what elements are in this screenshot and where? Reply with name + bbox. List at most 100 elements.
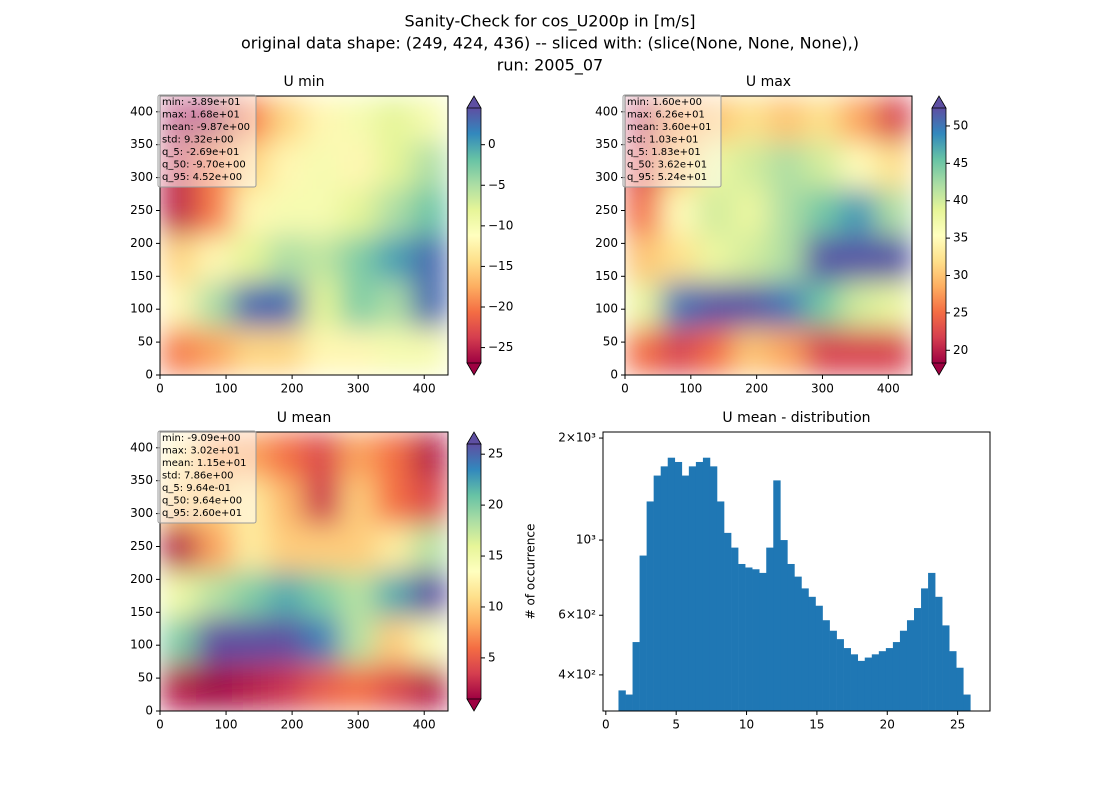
heatmap-cells [160,96,448,375]
bar [892,642,901,711]
heatmap-cell [412,328,448,375]
heatmap-cell [232,189,269,236]
y-tick-label: 400 [130,440,153,454]
heatmap-cell [268,235,305,283]
heatmap-cell [376,96,413,143]
bar [794,576,802,711]
x-tick-label: 20 [880,718,895,732]
heatmap-cell [696,282,734,329]
heatmap-cell [768,142,805,190]
stats-line: q_5: 9.64e-01 [162,483,231,494]
heatmap-cell [768,328,805,375]
y-tick-label: 2×10³ [558,431,596,445]
heatmap-cell [340,328,377,375]
heatmap-cell [840,189,877,236]
stats-line: min: -9.09e+00 [162,433,241,444]
bar [681,475,690,711]
y-tick-label: 6×10² [558,608,596,622]
bar [885,648,894,711]
stats-line: q_5: 1.83e+01 [627,147,701,158]
y-tick-label: 50 [138,335,153,349]
bar [618,690,626,711]
bar [702,457,711,711]
y-tick-label: 50 [138,671,153,685]
heatmap-cell [412,189,448,236]
bar [667,457,676,711]
bar [688,466,697,711]
heatmap-cell [268,96,305,143]
y-tick-label: 350 [595,137,618,151]
heatmap-cell [660,189,698,236]
heatmap-cell [160,235,197,283]
stats-line: min: 1.60e+00 [627,97,702,108]
bar [752,569,760,711]
heatmap-cell [412,478,448,526]
heatmap-cell [412,142,448,190]
y-axis-label: # of occurrence [524,524,538,620]
bar [899,630,908,711]
stats-line: max: 6.26e+01 [627,110,705,121]
heatmap-cell [876,142,912,190]
colorbar-tick-label: −5 [488,178,506,192]
heatmap-cell [412,525,448,572]
heatmap-cell [268,328,305,375]
colorbar-tick-label: 20 [953,343,968,357]
heatmap-cell [840,328,877,375]
suptitle: Sanity-Check for cos_U200p in [m/s] [404,12,695,32]
heatmap-cell [876,282,912,329]
heatmap-cell [268,282,305,329]
heatmap-cell [268,478,305,526]
bar [646,501,654,711]
heatmap-cell [304,328,341,375]
heatmap-cell [876,189,912,236]
bar [949,651,957,711]
heatmap-cell [340,282,377,329]
heatmap-cell [304,618,341,665]
heatmap [160,96,448,375]
heatmap-cell [160,571,197,619]
heatmap-cell [268,142,305,190]
axes-title: U mean - distribution [722,410,870,426]
x-tick-label: 200 [745,382,768,396]
bar [787,563,795,711]
stats-line: mean: -9.87e+00 [162,122,250,133]
bar [674,461,683,711]
heatmap-cell [625,235,662,283]
heatmap-cell [732,189,769,236]
x-tick-label: 10 [739,718,754,732]
bar [724,532,732,711]
heatmap-cell [625,328,662,375]
x-tick-label: 400 [413,718,436,732]
bar [963,694,971,711]
colorbar-tick-label: −25 [488,340,513,354]
heatmap-cell [840,235,877,283]
bar [660,466,669,711]
y-tick-label: 350 [130,137,153,151]
heatmap-cell [840,96,877,143]
x-tick-label: 100 [679,382,702,396]
heatmap-cell [304,189,341,236]
stats-line: max: 1.68e+01 [162,110,240,121]
heatmap-cell [232,282,269,329]
y-tick-label: 250 [130,539,153,553]
heatmap-cell [196,571,233,619]
suptitle: original data shape: (249, 424, 436) -- … [241,34,859,53]
heatmap-cell [625,282,662,329]
heatmap-cell [376,189,413,236]
heatmap-cell [768,235,805,283]
stats-line: mean: 3.60e+01 [627,122,711,133]
x-tick-label: 200 [281,382,304,396]
y-tick-label: 100 [130,638,153,652]
heatmap-cell [340,189,377,236]
heatmap-cell [268,618,305,665]
heatmap-cell [160,282,197,329]
heatmap-cell [232,235,269,283]
heatmap-cell [304,282,341,329]
bar [695,461,704,711]
x-tick-label: 0 [156,718,164,732]
colorbar-tick-label: 0 [488,137,496,151]
colorbar-tick-label: −10 [488,218,513,232]
y-tick-label: 400 [595,104,618,118]
x-tick-label: 15 [809,718,824,732]
